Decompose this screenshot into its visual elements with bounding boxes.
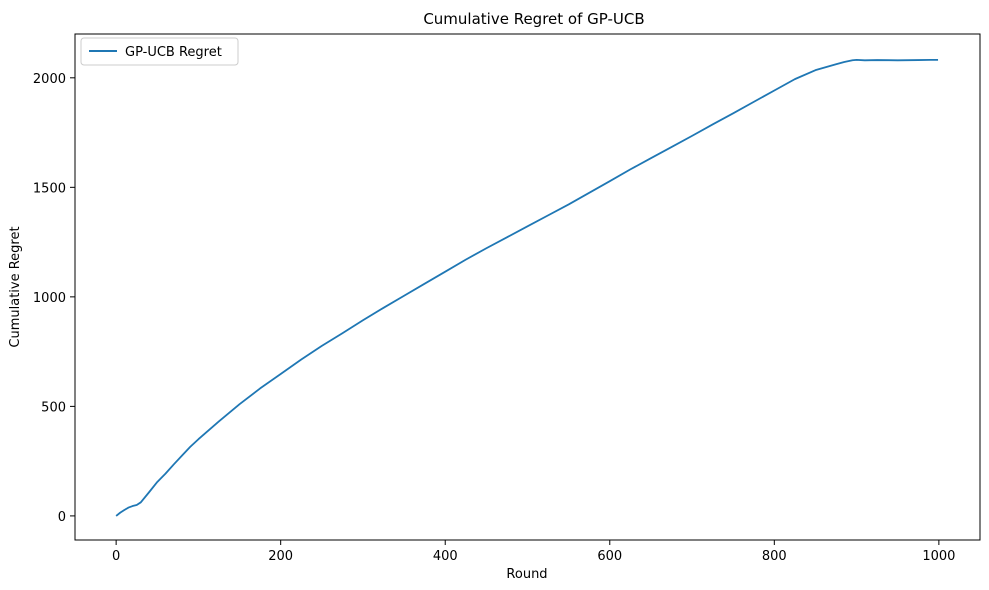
x-axis: 0 200 400 600 800 1000 <box>112 540 955 564</box>
y-tick-label: 500 <box>41 400 66 415</box>
legend-box <box>80 37 239 66</box>
plot-frame <box>74 33 981 541</box>
y-tick-label: 0 <box>58 510 66 525</box>
y-tick-label: 2000 <box>33 72 66 87</box>
y-axis-label: Cumulative Regret <box>8 226 23 347</box>
x-tick-label: 400 <box>433 549 458 564</box>
x-tick-label: 200 <box>268 549 293 564</box>
y-tick-label: 1500 <box>33 181 66 196</box>
x-tick-label: 1000 <box>922 549 955 564</box>
x-axis-label: Round <box>506 567 547 582</box>
plot-area <box>115 58 939 517</box>
y-axis: 0 500 1000 1500 2000 <box>33 72 75 525</box>
x-tick-label: 0 <box>112 549 120 564</box>
legend: GP-UCB Regret <box>80 37 239 66</box>
y-tick-label: 1000 <box>33 291 66 306</box>
x-tick-label: 800 <box>762 549 787 564</box>
series-line-0 <box>115 58 939 517</box>
x-tick-label: 600 <box>597 549 622 564</box>
legend-label: GP-UCB Regret <box>125 45 222 60</box>
chart-title: Cumulative Regret of GP-UCB <box>423 10 644 28</box>
